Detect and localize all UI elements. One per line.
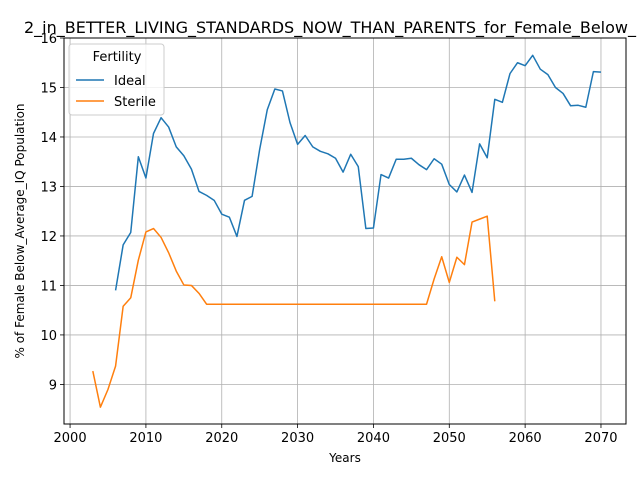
- y-tick-label: 14: [40, 131, 57, 146]
- x-tick-label: 2040: [357, 431, 390, 446]
- y-tick-label: 16: [40, 32, 57, 47]
- legend-items: Ideal Sterile: [76, 74, 156, 110]
- y-tick-label: 12: [40, 230, 57, 245]
- x-tick-label: 2050: [433, 431, 466, 446]
- y-axis-title: % of Female Below_Average_IQ Population: [13, 103, 27, 358]
- y-tick-label: 13: [40, 180, 57, 195]
- x-tick-label: 2060: [509, 431, 542, 446]
- plot-frame: [63, 37, 627, 425]
- x-tick-label: 2030: [281, 431, 314, 446]
- grid-lines: [64, 37, 626, 424]
- y-tick-label: 10: [40, 329, 57, 344]
- legend-title: Fertility: [93, 50, 142, 65]
- legend-label-ideal: Ideal: [114, 74, 146, 89]
- series-line-sterile: [92, 215, 496, 408]
- y-tick-label: 9: [49, 378, 57, 393]
- legend-box: [68, 43, 165, 116]
- x-axis-ticks: 2000 2010 2020 2030 2040 2050 2060 2070: [54, 424, 618, 446]
- series-line-ideal: [114, 54, 602, 291]
- chart-title: 2_in_BETTER_LIVING_STANDARDS_NOW_THAN_PA…: [24, 18, 637, 38]
- x-tick-label: 2010: [129, 431, 162, 446]
- legend-label-sterile: Sterile: [114, 95, 156, 110]
- x-tick-label: 2020: [205, 431, 238, 446]
- x-axis-title: Years: [328, 451, 361, 465]
- legend: Fertility Ideal Sterile: [68, 43, 165, 116]
- series-layer: [92, 54, 602, 408]
- y-tick-label: 15: [40, 81, 57, 96]
- x-tick-label: 2070: [584, 431, 617, 446]
- x-tick-label: 2000: [54, 431, 87, 446]
- y-axis-ticks: 9 10 11 12 13 14 15 16: [40, 32, 64, 393]
- y-tick-label: 11: [40, 279, 57, 294]
